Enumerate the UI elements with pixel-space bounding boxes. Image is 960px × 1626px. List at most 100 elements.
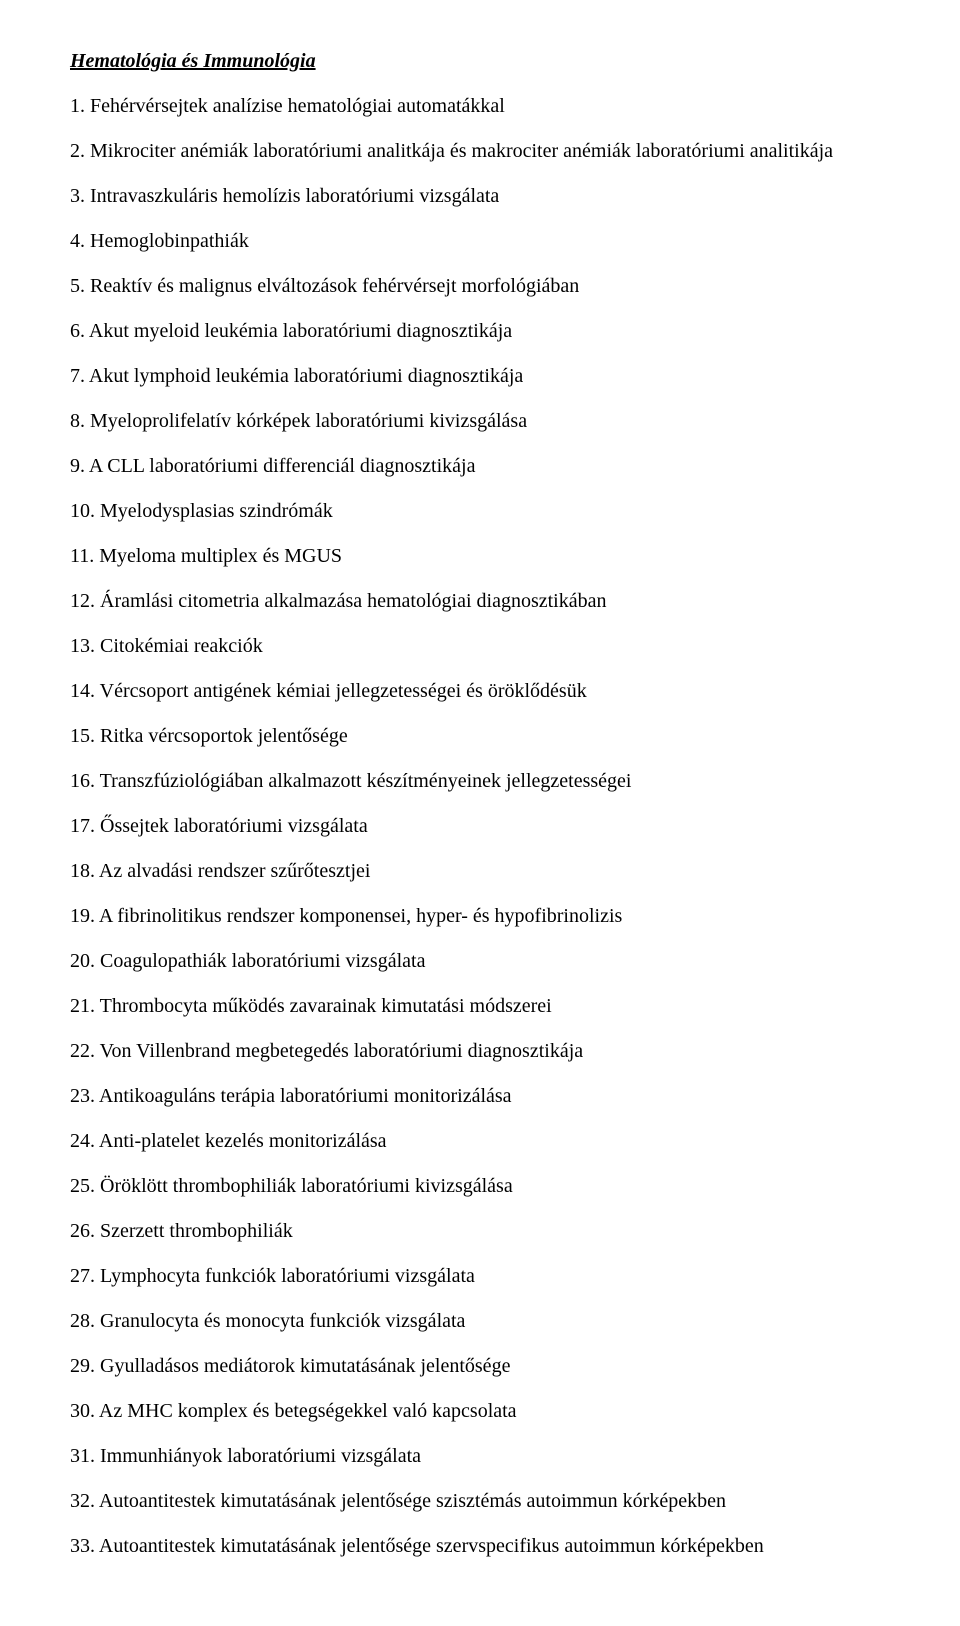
list-item: 13. Citokémiai reakciók — [70, 633, 890, 660]
list-item: 18. Az alvadási rendszer szűrőtesztjei — [70, 858, 890, 885]
list-item-number: 1. — [70, 95, 85, 117]
list-item-text: Coagulopathiák laboratóriumi vizsgálata — [100, 950, 425, 972]
list-item-number: 12. — [70, 590, 95, 612]
list-item-number: 32. — [70, 1490, 95, 1512]
list-item: 15. Ritka vércsoportok jelentősége — [70, 723, 890, 750]
list-item-number: 28. — [70, 1310, 95, 1332]
list-item-number: 14. — [70, 680, 95, 702]
list-item-text: Autoantitestek kimutatásának jelentősége… — [99, 1490, 726, 1512]
list-item: 1. Fehérvérsejtek analízise hematológiai… — [70, 93, 890, 120]
list-item-number: 20. — [70, 950, 95, 972]
list-item: 2. Mikrociter anémiák laboratóriumi anal… — [70, 138, 890, 165]
list-item: 22. Von Villenbrand megbetegedés laborat… — [70, 1038, 890, 1065]
list-item-number: 5. — [70, 275, 85, 297]
list-item-text: Az MHC komplex és betegségekkel való kap… — [99, 1400, 517, 1422]
list-item-text: Thrombocyta működés zavarainak kimutatás… — [100, 995, 552, 1017]
list-item-text: Áramlási citometria alkalmazása hematoló… — [100, 590, 606, 612]
list-item-text: Az alvadási rendszer szűrőtesztjei — [99, 860, 371, 882]
list-item-text: Myelodysplasias szindrómák — [100, 500, 333, 522]
list-item: 5. Reaktív és malignus elváltozások fehé… — [70, 273, 890, 300]
list-item-text: Autoantitestek kimutatásának jelentősége… — [99, 1535, 764, 1557]
list-item-number: 30. — [70, 1400, 95, 1422]
list-item: 32. Autoantitestek kimutatásának jelentő… — [70, 1488, 890, 1515]
list-item-number: 26. — [70, 1220, 95, 1242]
list-item-number: 6. — [70, 320, 85, 342]
list-item-text: Intravaszkuláris hemolízis laboratóriumi… — [90, 185, 499, 207]
list-item-text: Fehérvérsejtek analízise hematológiai au… — [90, 95, 505, 117]
list-item-text: A CLL laboratóriumi differenciál diagnos… — [89, 455, 476, 477]
list-item-text: Mikrociter anémiák laboratóriumi analitk… — [90, 140, 833, 162]
list-item-text: Myeloma multiplex és MGUS — [99, 545, 342, 567]
list-item: 14. Vércsoport antigének kémiai jellegze… — [70, 678, 890, 705]
list-item: 30. Az MHC komplex és betegségekkel való… — [70, 1398, 890, 1425]
list-item-number: 22. — [70, 1040, 95, 1062]
list-item: 31. Immunhiányok laboratóriumi vizsgálat… — [70, 1443, 890, 1470]
list-item: 29. Gyulladásos mediátorok kimutatásának… — [70, 1353, 890, 1380]
list-item: 16. Transzfúziológiában alkalmazott kész… — [70, 768, 890, 795]
list-item-text: Transzfúziológiában alkalmazott készítmé… — [100, 770, 632, 792]
list-item-number: 2. — [70, 140, 85, 162]
list-item: 26. Szerzett thrombophiliák — [70, 1218, 890, 1245]
list-item-number: 27. — [70, 1265, 95, 1287]
list-item-number: 9. — [70, 455, 85, 477]
list-item-number: 23. — [70, 1085, 95, 1107]
list-item: 7. Akut lymphoid leukémia laboratóriumi … — [70, 363, 890, 390]
list-item-text: Őssejtek laboratóriumi vizsgálata — [100, 815, 368, 837]
list-item-text: Hemoglobinpathiák — [90, 230, 249, 252]
list-item-text: Granulocyta és monocyta funkciók vizsgál… — [100, 1310, 465, 1332]
list-item-text: Lymphocyta funkciók laboratóriumi vizsgá… — [100, 1265, 475, 1287]
list-item-number: 16. — [70, 770, 95, 792]
list-item: 8. Myeloprolifelatív kórképek laboratóri… — [70, 408, 890, 435]
list-item: 6. Akut myeloid leukémia laboratóriumi d… — [70, 318, 890, 345]
list-item: 25. Öröklött thrombophiliák laboratórium… — [70, 1173, 890, 1200]
list-item: 27. Lymphocyta funkciók laboratóriumi vi… — [70, 1263, 890, 1290]
list-item-text: Reaktív és malignus elváltozások fehérvé… — [90, 275, 579, 297]
list-item-number: 19. — [70, 905, 95, 927]
list-item-text: Antikoaguláns terápia laboratóriumi moni… — [99, 1085, 512, 1107]
list-item-number: 13. — [70, 635, 95, 657]
list-item: 17. Őssejtek laboratóriumi vizsgálata — [70, 813, 890, 840]
list-item-text: Öröklött thrombophiliák laboratóriumi ki… — [100, 1175, 513, 1197]
list-item: 33. Autoantitestek kimutatásának jelentő… — [70, 1533, 890, 1560]
list-item: 12. Áramlási citometria alkalmazása hema… — [70, 588, 890, 615]
list-item-number: 3. — [70, 185, 85, 207]
list-item: 19. A fibrinolitikus rendszer komponense… — [70, 903, 890, 930]
list-item-number: 25. — [70, 1175, 95, 1197]
list-item-text: Akut lymphoid leukémia laboratóriumi dia… — [89, 365, 523, 387]
list-item-text: Myeloprolifelatív kórképek laboratóriumi… — [90, 410, 527, 432]
list-item-number: 4. — [70, 230, 85, 252]
list-item: 24. Anti-platelet kezelés monitorizálása — [70, 1128, 890, 1155]
list-item-number: 31. — [70, 1445, 95, 1467]
list-item: 10. Myelodysplasias szindrómák — [70, 498, 890, 525]
list-item-text: Akut myeloid leukémia laboratóriumi diag… — [89, 320, 512, 342]
list-item-text: Vércsoport antigének kémiai jellegzetess… — [100, 680, 587, 702]
list-item-number: 18. — [70, 860, 95, 882]
list-item: 23. Antikoaguláns terápia laboratóriumi … — [70, 1083, 890, 1110]
list-item: 28. Granulocyta és monocyta funkciók viz… — [70, 1308, 890, 1335]
list-item-text: Szerzett thrombophiliák — [100, 1220, 293, 1242]
numbered-list: 1. Fehérvérsejtek analízise hematológiai… — [70, 93, 890, 1560]
list-item-number: 10. — [70, 500, 95, 522]
list-item-number: 11. — [70, 545, 94, 567]
list-item-text: Citokémiai reakciók — [100, 635, 263, 657]
list-item: 4. Hemoglobinpathiák — [70, 228, 890, 255]
list-item-number: 7. — [70, 365, 85, 387]
list-item-number: 33. — [70, 1535, 95, 1557]
list-item-number: 8. — [70, 410, 85, 432]
list-item-text: Gyulladásos mediátorok kimutatásának jel… — [100, 1355, 510, 1377]
list-item-text: Immunhiányok laboratóriumi vizsgálata — [100, 1445, 421, 1467]
list-item-text: Anti-platelet kezelés monitorizálása — [99, 1130, 387, 1152]
list-item-number: 17. — [70, 815, 95, 837]
list-item-text: Ritka vércsoportok jelentősége — [100, 725, 348, 747]
list-item: 9. A CLL laboratóriumi differenciál diag… — [70, 453, 890, 480]
list-item-text: Von Villenbrand megbetegedés laboratóriu… — [100, 1040, 584, 1062]
list-item: 21. Thrombocyta működés zavarainak kimut… — [70, 993, 890, 1020]
list-item-text: A fibrinolitikus rendszer komponensei, h… — [99, 905, 622, 927]
list-item: 11. Myeloma multiplex és MGUS — [70, 543, 890, 570]
list-item-number: 24. — [70, 1130, 95, 1152]
list-item-number: 21. — [70, 995, 95, 1017]
document-title: Hematológia és Immunológia — [70, 48, 890, 75]
list-item: 20. Coagulopathiák laboratóriumi vizsgál… — [70, 948, 890, 975]
list-item-number: 29. — [70, 1355, 95, 1377]
list-item-number: 15. — [70, 725, 95, 747]
